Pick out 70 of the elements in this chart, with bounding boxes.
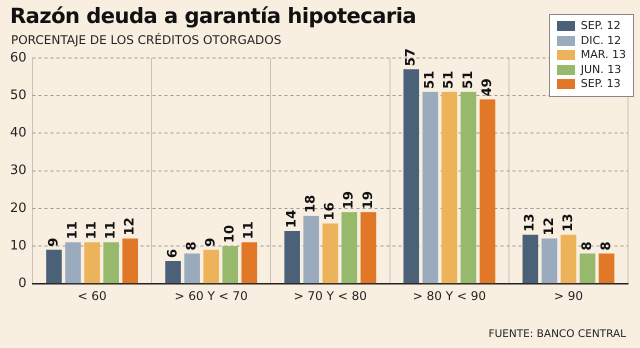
bar <box>65 242 81 284</box>
x-tick-label: > 80 Y < 90 <box>412 288 486 303</box>
bar <box>342 212 358 284</box>
chart-subtitle: PORCENTAJE DE LOS CRÉDITOS OTORGADOS <box>11 33 282 47</box>
data-label: 11 <box>65 221 80 240</box>
bar <box>303 216 320 284</box>
data-label: 10 <box>222 224 238 243</box>
data-label: 11 <box>84 221 100 240</box>
data-label: 9 <box>204 238 219 247</box>
data-label: 13 <box>560 214 576 232</box>
x-tick-label: > 60 Y < 70 <box>174 288 248 303</box>
data-label: 51 <box>442 70 457 89</box>
chart-title: Razón deuda a garantía hipotecaria <box>10 4 416 28</box>
bar <box>322 223 338 284</box>
source-note: FUENTE: BANCO CENTRAL <box>488 328 626 340</box>
data-label: 12 <box>122 217 138 236</box>
bar <box>222 246 238 284</box>
data-label: 19 <box>360 191 376 210</box>
bar <box>442 92 458 284</box>
bar <box>360 212 376 284</box>
legend-label: SEP. 13 <box>580 77 622 92</box>
data-label: 8 <box>580 241 595 251</box>
y-tick-label: 50 <box>10 88 27 103</box>
bar <box>598 254 614 284</box>
data-label: 6 <box>165 248 180 258</box>
bar <box>165 261 181 284</box>
data-label: 16 <box>322 202 338 220</box>
data-label: 8 <box>184 241 200 251</box>
y-tick-label: 0 <box>18 276 27 291</box>
bar <box>284 230 300 284</box>
data-label: 57 <box>404 48 419 66</box>
y-tick-label: 10 <box>10 238 27 254</box>
bar <box>560 234 576 284</box>
data-label: 11 <box>242 221 257 240</box>
legend-label: JUN. 13 <box>579 62 622 77</box>
data-label: 12 <box>542 217 557 236</box>
legend-label: DIC. 12 <box>580 34 622 48</box>
bar <box>203 250 219 284</box>
x-tick-label: < 60 <box>78 288 107 303</box>
legend-label: MAR. 13 <box>580 48 626 62</box>
y-tick-label: 30 <box>10 163 27 178</box>
data-label: 8 <box>598 241 614 251</box>
bar <box>422 92 438 284</box>
x-tick-label: > 70 Y < 80 <box>294 288 367 303</box>
bar <box>522 234 538 284</box>
bar <box>403 69 420 284</box>
bar <box>580 254 596 284</box>
bar <box>241 242 258 284</box>
y-tick-label: 60 <box>10 50 27 66</box>
data-label: 49 <box>480 78 495 96</box>
bar <box>103 242 119 284</box>
y-tick-label: 40 <box>10 126 27 141</box>
bar <box>480 99 496 284</box>
data-label: 51 <box>422 70 438 89</box>
bar <box>84 242 100 284</box>
data-label: 18 <box>304 194 319 213</box>
bar <box>460 92 476 284</box>
bar <box>542 238 558 284</box>
data-label: 14 <box>284 210 300 228</box>
y-tick-label: 20 <box>10 200 27 216</box>
bar <box>184 254 200 284</box>
bar <box>46 250 62 284</box>
data-label: 11 <box>104 221 119 240</box>
data-label: 51 <box>460 70 476 89</box>
data-label: 13 <box>522 214 538 232</box>
x-tick-label: > 90 <box>554 288 584 303</box>
data-label: 19 <box>342 191 357 210</box>
bar <box>122 238 138 284</box>
legend-label: SEP. 12 <box>580 19 622 34</box>
data-label: 9 <box>46 238 62 247</box>
